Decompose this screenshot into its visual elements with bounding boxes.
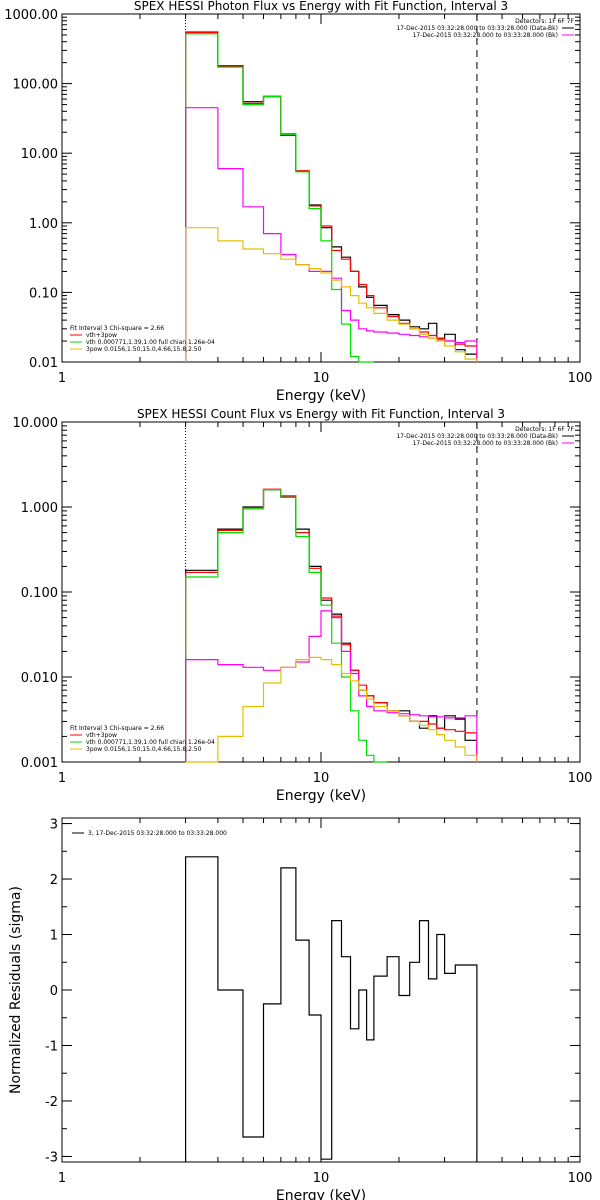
y-tick-label: 0.010 [21, 671, 58, 686]
x-axis-label: Energy (keV) [276, 1188, 366, 1200]
histogram-series-4 [185, 656, 478, 763]
y-tick-label: -3 [45, 1150, 58, 1165]
histogram-series-0 [185, 856, 478, 1162]
x-axis-label: Energy (keV) [276, 388, 366, 404]
y-tick-label: 3 [50, 818, 58, 833]
x-tick-label: 100 [568, 1171, 593, 1186]
info-text-0: Detectors: 1F 6F 7F [515, 426, 574, 433]
chart-title: SPEX HESSI Count Flux vs Energy with Fit… [137, 407, 505, 421]
y-tick-label: -1 [45, 1039, 58, 1054]
y-tick-label: 0.001 [21, 756, 58, 771]
legend-label-2: vth 0.000771,1.39,1.00 full chian 1.26e-… [86, 739, 215, 746]
y-axis-label: Normalized Residuals (sigma) [8, 886, 24, 1094]
y-tick-label: 0.100 [21, 586, 58, 601]
x-tick-label: 1 [58, 371, 66, 386]
histogram-series-4 [185, 227, 478, 362]
x-axis-label: Energy (keV) [276, 788, 366, 804]
x-tick-label: 10 [313, 771, 330, 786]
legend-label-0: 3, 17-Dec-2015 03:32:28.000 to 03:33:28.… [88, 830, 227, 837]
histogram-series-2 [185, 489, 388, 763]
legend-label-3: 3pow 0.0156,1.50,15.0,4.66,15.8,2.50 [86, 746, 202, 753]
legend-label-2: vth 0.000771,1.39,1.00 full chian 1.26e-… [86, 339, 215, 346]
legend-label-1: vth+3pow [86, 332, 117, 339]
x-tick-label: 100 [568, 771, 593, 786]
histogram-series-2 [185, 33, 374, 363]
y-tick-label: 0.01 [29, 356, 58, 371]
y-tick-label: -2 [45, 1095, 58, 1110]
y-tick-label: 1.00 [29, 217, 58, 232]
histogram-series-0 [185, 31, 478, 362]
info-text-1: 17-Dec-2015 03:32:28.000 to 03:33:28.000… [396, 433, 558, 440]
legend-label-1: vth+3pow [86, 732, 117, 739]
legend-label-0: Fit Interval 3 Chi-square = 2.66 [70, 725, 164, 732]
y-tick-label: 1000.00 [4, 8, 58, 23]
y-tick-label: 1.000 [21, 501, 58, 516]
legend-label-3: 3pow 0.0156,1.50,15.0,4.66,15.8,2.50 [86, 346, 202, 353]
info-text-2: 17-Dec-2015 03:32:28.000 to 03:33:28.000… [413, 32, 558, 39]
x-tick-label: 10 [313, 1171, 330, 1186]
legend-label-0: Fit Interval 3 Chi-square = 2.66 [70, 325, 164, 332]
y-tick-label: 10.000 [13, 416, 59, 431]
y-tick-label: 1 [50, 929, 58, 944]
info-text-1: 17-Dec-2015 03:32:28.000 to 03:33:28.000… [396, 25, 558, 32]
chart-title: SPEX HESSI Photon Flux vs Energy with Fi… [134, 0, 508, 13]
histogram-series-3 [185, 107, 478, 362]
y-tick-label: 100.00 [13, 78, 59, 93]
y-tick-label: 0.10 [29, 286, 58, 301]
x-tick-label: 100 [568, 371, 593, 386]
x-tick-label: 1 [58, 771, 66, 786]
y-tick-label: 10.00 [21, 147, 58, 162]
y-tick-label: 0 [50, 984, 58, 999]
y-tick-label: 2 [50, 873, 58, 888]
x-tick-label: 1 [58, 1171, 66, 1186]
x-tick-label: 10 [313, 371, 330, 386]
info-text-2: 17-Dec-2015 03:32:28.000 to 03:33:28.000… [413, 440, 558, 447]
plot-frame [61, 13, 581, 363]
histogram-series-1 [185, 32, 478, 362]
info-text-0: Detectors: 1F 6F 7F [515, 18, 574, 25]
